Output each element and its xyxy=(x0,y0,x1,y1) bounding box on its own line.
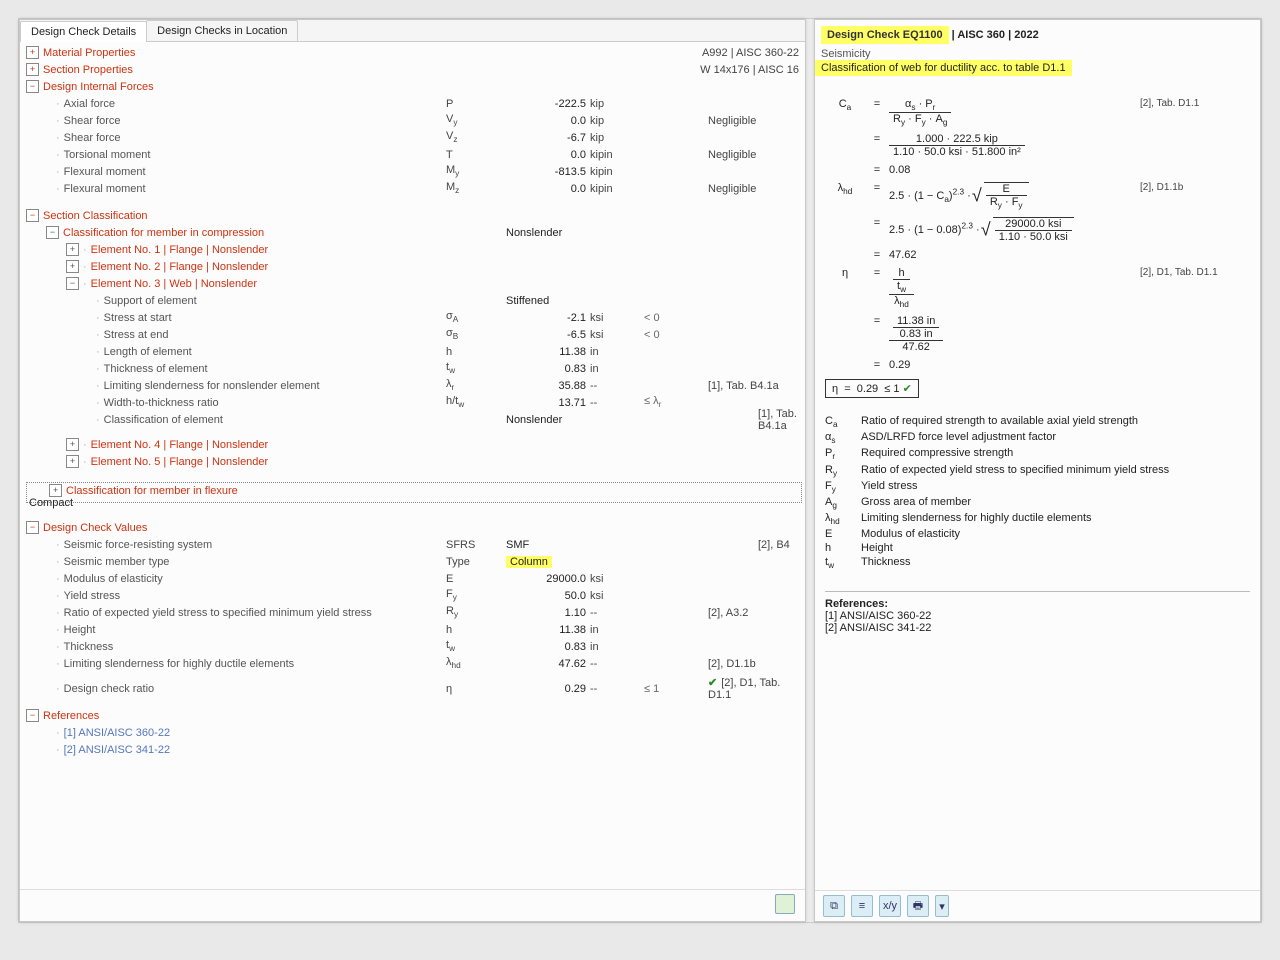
collapse-icon[interactable]: − xyxy=(66,277,79,290)
collapse-icon[interactable]: − xyxy=(26,521,39,534)
hdr-section-classification[interactable]: − Section Classification xyxy=(26,207,799,224)
list-icon[interactable]: ≡ xyxy=(851,895,873,917)
ref-1: ·[1] ANSI/AISC 360-22 xyxy=(26,724,799,741)
element-5[interactable]: +·Element No. 5 | Flange | Nonslender xyxy=(26,453,799,470)
collapse-icon[interactable]: − xyxy=(26,709,39,722)
hdr-design-check-values[interactable]: − Design Check Values xyxy=(26,519,799,536)
data-row: ·Stress at startσA-2.1ksi< 0 xyxy=(26,309,799,326)
hdr-design-internal-forces[interactable]: − Design Internal Forces xyxy=(26,78,799,95)
seismicity-label: Seismicity xyxy=(815,44,1260,60)
data-row: ·Yield stressFy50.0ksi xyxy=(26,587,799,604)
cls-flexure[interactable]: +Classification for member in flexure Co… xyxy=(26,482,802,503)
collapse-icon[interactable]: − xyxy=(26,80,39,93)
data-row: ·Seismic force-resisting systemSFRSSMF[2… xyxy=(26,536,799,553)
tabs: Design Check Details Design Checks in Lo… xyxy=(20,20,805,42)
hdr-references[interactable]: − References xyxy=(26,707,799,724)
design-tree: + Material Properties A992 | AISC 360-22… xyxy=(20,42,805,889)
design-check-title: Design Check EQ1100 xyxy=(821,26,949,44)
collapse-icon[interactable]: − xyxy=(46,226,59,239)
data-row: ·Torsional momentT0.0kipinNegligible xyxy=(26,146,799,163)
tab-design-checks-location[interactable]: Design Checks in Location xyxy=(146,20,298,41)
xy-icon[interactable]: x/y xyxy=(879,895,901,917)
data-row: ·Modulus of elasticityE29000.0ksi xyxy=(26,570,799,587)
ref-2: ·[2] ANSI/AISC 341-22 xyxy=(26,741,799,758)
expand-icon[interactable]: + xyxy=(49,484,62,497)
data-row: ·Classification of elementNonslender[1],… xyxy=(26,411,799,428)
dropdown-icon[interactable]: ▾ xyxy=(935,895,949,917)
data-row: ·Width-to-thickness ratioh/tw13.71--≤ λr xyxy=(26,394,799,411)
formula-body: Ca= αs · Pr Ry · Fy · Ag [2], Tab. D1.1 … xyxy=(815,86,1260,890)
element-4[interactable]: +·Element No. 4 | Flange | Nonslender xyxy=(26,436,799,453)
subtitle: Classification of web for ductility acc.… xyxy=(815,60,1072,76)
data-row: ·Shear forceVz-6.7kip xyxy=(26,129,799,146)
data-row: ·Stress at endσB-6.5ksi< 0 xyxy=(26,326,799,343)
data-row: ·Thickness of elementtw0.83in xyxy=(26,360,799,377)
data-row: ·Limiting slenderness for nonslender ele… xyxy=(26,377,799,394)
formula-ca: Ca= αs · Pr Ry · Fy · Ag [2], Tab. D1.1 xyxy=(825,98,1250,127)
data-row: ·Flexural momentMy-813.5kipin xyxy=(26,163,799,180)
print-icon[interactable]: 🖶 xyxy=(907,895,929,917)
formula-eta: η= htwλhd [2], D1, Tab. D1.1 xyxy=(825,267,1250,309)
tab-design-check-details[interactable]: Design Check Details xyxy=(20,21,147,42)
element-3[interactable]: −·Element No. 3 | Web | Nonslender xyxy=(26,275,799,292)
check-icon: ✔ xyxy=(708,677,717,689)
collapse-icon[interactable]: − xyxy=(26,209,39,222)
element-2[interactable]: +·Element No. 2 | Flange | Nonslender xyxy=(26,258,799,275)
data-row: ·Shear forceVy0.0kipNegligible xyxy=(26,112,799,129)
expand-icon[interactable]: + xyxy=(66,438,79,451)
data-row: ·Support of elementStiffened xyxy=(26,292,799,309)
expand-icon[interactable]: + xyxy=(66,243,79,256)
expand-icon[interactable]: + xyxy=(26,46,39,59)
print-icon[interactable] xyxy=(775,894,795,914)
element-1[interactable]: +·Element No. 1 | Flange | Nonslender xyxy=(26,241,799,258)
data-row: ·Seismic member typeTypeColumn xyxy=(26,553,799,570)
formula-lambda-hd: λhd= 2.5 · (1 − Ca)2.3 · ERy · Fy [2], D… xyxy=(825,182,1250,210)
right-panel: Design Check EQ1100 | AISC 360 | 2022 Se… xyxy=(814,19,1261,922)
data-row: ·Limiting slenderness for highly ductile… xyxy=(26,655,799,672)
data-row: ·Length of elementh11.38in xyxy=(26,343,799,360)
data-row: ·Ratio of expected yield stress to speci… xyxy=(26,604,799,621)
data-row: ·Heighth11.38in xyxy=(26,621,799,638)
data-row: ·Axial forceP-222.5kip xyxy=(26,95,799,112)
right-footer: ⧉ ≡ x/y 🖶 ▾ xyxy=(815,890,1260,921)
left-footer xyxy=(20,889,805,921)
cls-compression[interactable]: −Classification for member in compressio… xyxy=(26,224,799,241)
data-row: ·Flexural momentMz0.0kipinNegligible xyxy=(26,180,799,197)
design-check-ratio: ·Design check ratio η 0.29 -- ≤ 1 ✔[2], … xyxy=(26,680,799,697)
expand-icon[interactable]: + xyxy=(66,455,79,468)
expand-icon[interactable]: + xyxy=(26,63,39,76)
references: References: [1] ANSI/AISC 360-22 [2] ANS… xyxy=(825,591,1250,634)
eta-result-box: η = 0.29 ≤ 1 ✔ xyxy=(825,379,919,398)
hdr-material-properties[interactable]: + Material Properties A992 | AISC 360-22 xyxy=(26,44,799,61)
data-row: ·Thicknesstw0.83in xyxy=(26,638,799,655)
glossary: CaRatio of required strength to availabl… xyxy=(825,414,1250,572)
left-panel: Design Check Details Design Checks in Lo… xyxy=(19,19,806,922)
hdr-section-properties[interactable]: + Section Properties W 14x176 | AISC 16 xyxy=(26,61,799,78)
copy-icon[interactable]: ⧉ xyxy=(823,895,845,917)
expand-icon[interactable]: + xyxy=(66,260,79,273)
